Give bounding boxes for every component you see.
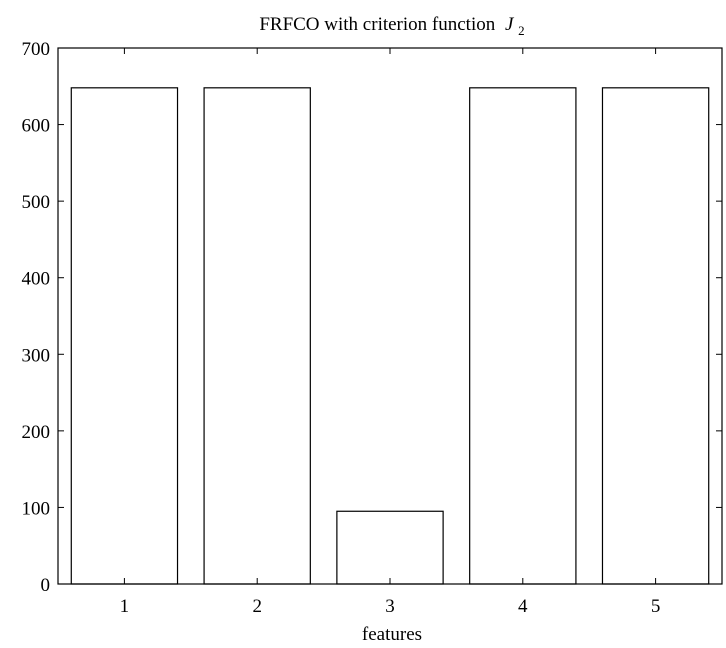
bar-feature-1 bbox=[70, 87, 179, 585]
y-tick-label-600: 600 bbox=[22, 116, 51, 137]
x-tick-label-4: 4 bbox=[518, 596, 528, 617]
x-tick-label-3: 3 bbox=[385, 596, 395, 617]
y-tick-label-100: 100 bbox=[22, 498, 51, 519]
x-tick-label-2: 2 bbox=[252, 596, 262, 617]
axes-box bbox=[57, 47, 723, 585]
x-axis-label: features bbox=[362, 624, 422, 645]
bars-group bbox=[70, 87, 710, 585]
x-tick-label-1: 1 bbox=[120, 596, 130, 617]
y-tick-label-300: 300 bbox=[22, 345, 51, 366]
chart-title-text: FRFCO with criterion function bbox=[259, 14, 495, 35]
bar-feature-4 bbox=[469, 87, 577, 585]
y-tick-label-200: 200 bbox=[22, 422, 51, 443]
bar-feature-5 bbox=[601, 87, 710, 585]
chart-title: FRFCO with criterion function J 2 bbox=[259, 14, 524, 38]
chart-title-subscript: 2 bbox=[518, 23, 525, 38]
x-tick-label-5: 5 bbox=[651, 596, 661, 617]
chart-title-symbol: J bbox=[505, 14, 515, 35]
tick-labels-group: 1 2 3 4 5 0 100 200 300 400 500 600 700 bbox=[22, 39, 661, 617]
y-tick-label-500: 500 bbox=[22, 192, 51, 213]
y-tick-label-400: 400 bbox=[22, 269, 51, 290]
y-tick-label-0: 0 bbox=[41, 575, 51, 596]
bar-feature-2 bbox=[203, 87, 311, 585]
bar-feature-3 bbox=[336, 510, 444, 585]
y-tick-label-700: 700 bbox=[22, 39, 51, 60]
